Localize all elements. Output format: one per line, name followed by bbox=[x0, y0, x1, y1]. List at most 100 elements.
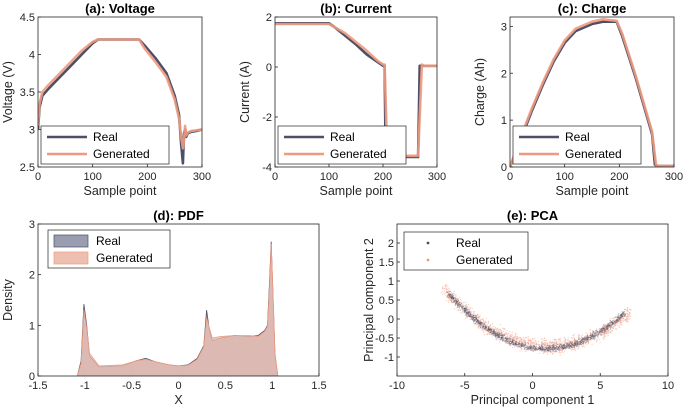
scatter-point bbox=[539, 347, 541, 350]
scatter-point bbox=[553, 346, 555, 348]
scatter-point bbox=[547, 350, 550, 352]
scatter-point bbox=[502, 335, 504, 337]
scatter-point bbox=[534, 346, 537, 348]
scatter-point bbox=[479, 316, 481, 318]
scatter-point bbox=[493, 333, 495, 336]
scatter-point bbox=[612, 321, 614, 323]
scatter-point bbox=[626, 312, 628, 314]
scatter-point bbox=[543, 349, 546, 351]
scatter-point bbox=[445, 292, 447, 294]
scatter-point bbox=[468, 312, 471, 314]
scatter-point bbox=[555, 343, 558, 345]
scatter-point bbox=[466, 311, 468, 313]
scatter-point bbox=[620, 315, 622, 317]
x-tick-label: 100 bbox=[555, 171, 573, 183]
scatter-point bbox=[476, 319, 478, 321]
scatter-point bbox=[564, 347, 566, 349]
scatter-point bbox=[593, 337, 595, 339]
scatter-point bbox=[478, 321, 480, 323]
scatter-point bbox=[595, 329, 598, 331]
scatter-point bbox=[545, 349, 547, 351]
scatter-point bbox=[608, 323, 611, 325]
scatter-point bbox=[449, 297, 451, 299]
scatter-point bbox=[485, 320, 487, 322]
scatter-point bbox=[513, 346, 516, 348]
scatter-point bbox=[490, 329, 492, 331]
scatter-point bbox=[546, 343, 548, 345]
scatter-point bbox=[579, 342, 581, 344]
scatter-point bbox=[506, 336, 508, 338]
scatter-point bbox=[567, 342, 569, 344]
scatter-point bbox=[498, 335, 500, 338]
scatter-point bbox=[491, 331, 493, 333]
y-tick-label: 1 bbox=[388, 276, 394, 288]
scatter-point bbox=[553, 347, 555, 349]
scatter-point bbox=[476, 321, 478, 323]
scatter-point bbox=[443, 292, 445, 294]
scatter-point bbox=[537, 340, 539, 342]
scatter-point bbox=[485, 328, 487, 330]
scatter-point bbox=[446, 296, 448, 298]
x-tick-label: 5 bbox=[597, 380, 603, 392]
scatter-point bbox=[481, 322, 483, 324]
scatter-point bbox=[467, 313, 469, 315]
scatter-point bbox=[443, 290, 445, 292]
scatter-point bbox=[469, 315, 471, 318]
scatter-point bbox=[572, 344, 574, 346]
scatter-point bbox=[459, 304, 461, 306]
scatter-point bbox=[525, 346, 527, 348]
scatter-point bbox=[553, 347, 555, 349]
scatter-point bbox=[498, 333, 500, 335]
scatter-point bbox=[579, 342, 581, 344]
scatter-point bbox=[617, 314, 620, 316]
scatter-point bbox=[495, 330, 497, 333]
scatter-point bbox=[580, 343, 582, 345]
scatter-point bbox=[552, 345, 554, 347]
scatter-point bbox=[542, 348, 544, 351]
scatter-point bbox=[540, 349, 542, 351]
scatter-point bbox=[530, 346, 533, 348]
scatter-point bbox=[529, 347, 532, 349]
scatter-point bbox=[457, 306, 459, 308]
scatter-point bbox=[513, 340, 516, 342]
scatter-point bbox=[578, 341, 580, 343]
scatter-point bbox=[451, 296, 453, 298]
scatter-point bbox=[584, 340, 586, 342]
scatter-point bbox=[626, 319, 628, 321]
scatter-point bbox=[566, 344, 569, 346]
scatter-point bbox=[617, 319, 620, 321]
scatter-point bbox=[493, 329, 495, 331]
scatter-point bbox=[513, 344, 515, 346]
scatter-point bbox=[467, 312, 469, 314]
scatter-point bbox=[563, 340, 565, 342]
scatter-point bbox=[528, 347, 530, 350]
scatter-point bbox=[543, 349, 545, 351]
scatter-point bbox=[468, 312, 470, 314]
scatter-point bbox=[621, 311, 623, 313]
scatter-point bbox=[482, 317, 484, 319]
scatter-point bbox=[524, 350, 526, 352]
scatter-point bbox=[563, 347, 566, 349]
scatter-point bbox=[529, 345, 531, 347]
plot-frame bbox=[37, 223, 320, 377]
scatter-point bbox=[553, 344, 555, 346]
scatter-point bbox=[625, 319, 627, 321]
scatter-point bbox=[557, 348, 559, 350]
scatter-point bbox=[452, 295, 454, 297]
scatter-point bbox=[488, 328, 490, 331]
scatter-point bbox=[455, 300, 457, 302]
scatter-point bbox=[605, 325, 607, 327]
scatter-point bbox=[447, 298, 449, 300]
scatter-point bbox=[614, 322, 617, 324]
scatter-point bbox=[451, 300, 453, 302]
scatter-point bbox=[563, 345, 565, 347]
scatter-point bbox=[485, 330, 487, 332]
scatter-point bbox=[624, 313, 626, 315]
scatter-point bbox=[578, 343, 581, 345]
scatter-point bbox=[544, 351, 546, 353]
scatter-point bbox=[523, 339, 525, 341]
scatter-point bbox=[525, 347, 527, 349]
scatter-point bbox=[472, 316, 474, 318]
scatter-point bbox=[568, 343, 570, 345]
scatter-point bbox=[476, 317, 478, 319]
